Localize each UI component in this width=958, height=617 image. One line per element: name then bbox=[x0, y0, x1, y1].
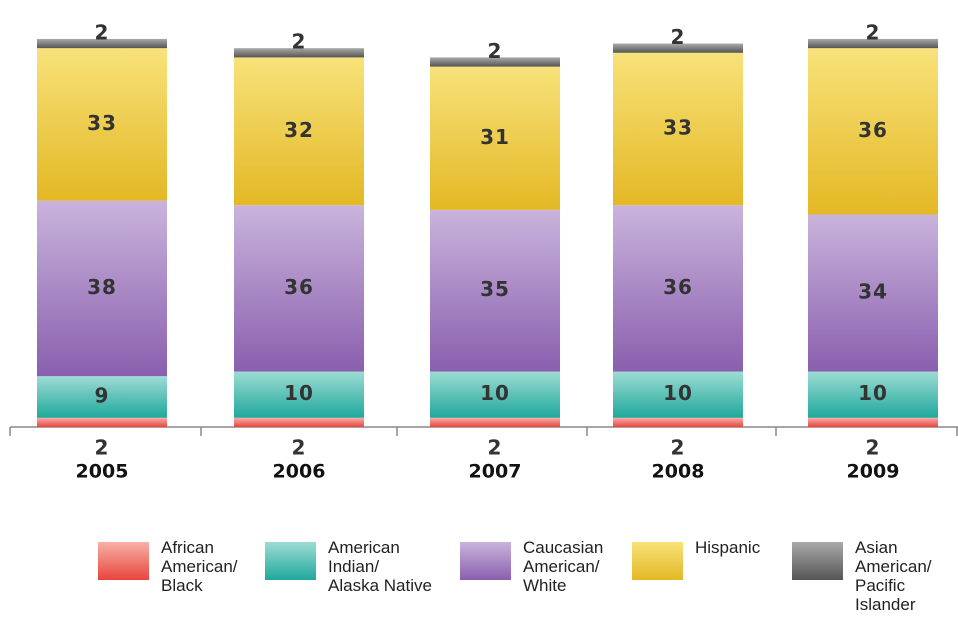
bar-segment bbox=[808, 38, 938, 49]
legend-swatch bbox=[98, 542, 149, 580]
legend-label: Asian American/ Pacific Islander bbox=[855, 538, 932, 614]
data-label: 36 bbox=[284, 275, 314, 299]
bar-segment bbox=[613, 52, 743, 206]
data-label: 2 bbox=[292, 30, 307, 54]
data-label: 2 bbox=[95, 20, 110, 44]
data-label: 32 bbox=[284, 118, 314, 142]
legend-label: African American/ Black bbox=[161, 538, 238, 595]
bar-segment bbox=[808, 417, 938, 427]
legend-item-caucasian: Caucasian American/ White bbox=[460, 538, 603, 595]
x-tick-labels: 2005 2006 2007 2008 2009 bbox=[76, 461, 900, 483]
data-labels: 2 9 38 33 2 2 10 36 32 2 2 10 35 31 2 2 10 36 33 2 2 10 34 36 2 bbox=[87, 20, 888, 460]
bar-segment bbox=[430, 66, 560, 210]
data-label: 31 bbox=[480, 125, 510, 149]
data-label: 36 bbox=[663, 275, 693, 299]
bar-segment bbox=[808, 371, 938, 418]
data-label: 36 bbox=[858, 118, 888, 142]
data-label: 34 bbox=[858, 280, 888, 304]
legend-swatch bbox=[632, 542, 683, 580]
data-label: 38 bbox=[87, 275, 117, 299]
data-label: 35 bbox=[480, 277, 510, 301]
bar-segment bbox=[613, 43, 743, 53]
data-label: 2 bbox=[671, 436, 686, 460]
legend-swatch bbox=[792, 542, 843, 580]
bar-segment bbox=[430, 57, 560, 67]
bars bbox=[37, 38, 938, 427]
bar-segment bbox=[234, 371, 364, 418]
x-tick-label: 2008 bbox=[652, 461, 705, 483]
bar-segment bbox=[37, 38, 167, 49]
legend: African American/ Black American Indian/… bbox=[0, 538, 958, 617]
bar-segment bbox=[37, 417, 167, 427]
stacked-bar-chart: 2 9 38 33 2 2 10 36 32 2 2 10 35 31 2 2 10 36 33 2 2 10 34 362 … bbox=[9, 20, 958, 483]
data-label: 2 bbox=[95, 436, 110, 460]
x-tick-label: 2007 bbox=[469, 461, 522, 483]
bar-segment bbox=[808, 214, 938, 372]
legend-label: Caucasian American/ White bbox=[523, 538, 604, 595]
legend-label: American Indian/ Alaska Native bbox=[328, 538, 432, 595]
legend-swatch bbox=[265, 542, 316, 580]
bar-segment bbox=[430, 371, 560, 418]
data-label: 2 bbox=[866, 436, 881, 460]
bar-segment bbox=[613, 417, 743, 427]
data-label: 2 bbox=[671, 25, 686, 49]
bar-segment bbox=[234, 48, 364, 58]
data-label: 10 bbox=[480, 381, 510, 405]
bar-segment bbox=[234, 417, 364, 427]
bar-segment bbox=[37, 200, 167, 377]
bar-segment bbox=[37, 48, 167, 201]
legend-label: Hispanic bbox=[695, 538, 761, 557]
data-label: 9 bbox=[95, 383, 110, 407]
bar-segment bbox=[613, 205, 743, 372]
data-label: 33 bbox=[87, 111, 117, 135]
legend-item-asian-american: Asian American/ Pacific Islander bbox=[792, 538, 932, 614]
data-label: 33 bbox=[663, 116, 693, 140]
data-label: 2 bbox=[292, 436, 307, 460]
x-tick-label: 2005 bbox=[76, 461, 129, 483]
bar-segment bbox=[613, 371, 743, 418]
x-tick-label: 2006 bbox=[273, 461, 326, 483]
data-label: 2 bbox=[866, 20, 881, 44]
data-label: 10 bbox=[858, 381, 888, 405]
data-label: 10 bbox=[284, 381, 314, 405]
data-label: 10 bbox=[663, 381, 693, 405]
data-label: 2 bbox=[488, 436, 503, 460]
bar-segment bbox=[430, 209, 560, 372]
bar-segment bbox=[808, 48, 938, 215]
legend-swatch bbox=[460, 542, 511, 580]
bar-segment bbox=[430, 417, 560, 427]
bar-segment bbox=[37, 376, 167, 418]
x-axis bbox=[9, 426, 958, 436]
bar-segment bbox=[234, 205, 364, 372]
legend-item-african-american: African American/ Black bbox=[98, 538, 238, 595]
bar-segment bbox=[234, 57, 364, 206]
legend-item-hispanic: Hispanic bbox=[632, 538, 760, 580]
legend-item-american-indian: American Indian/ Alaska Native bbox=[265, 538, 432, 595]
data-label: 2 bbox=[488, 39, 503, 63]
x-tick-label: 2009 bbox=[847, 461, 900, 483]
